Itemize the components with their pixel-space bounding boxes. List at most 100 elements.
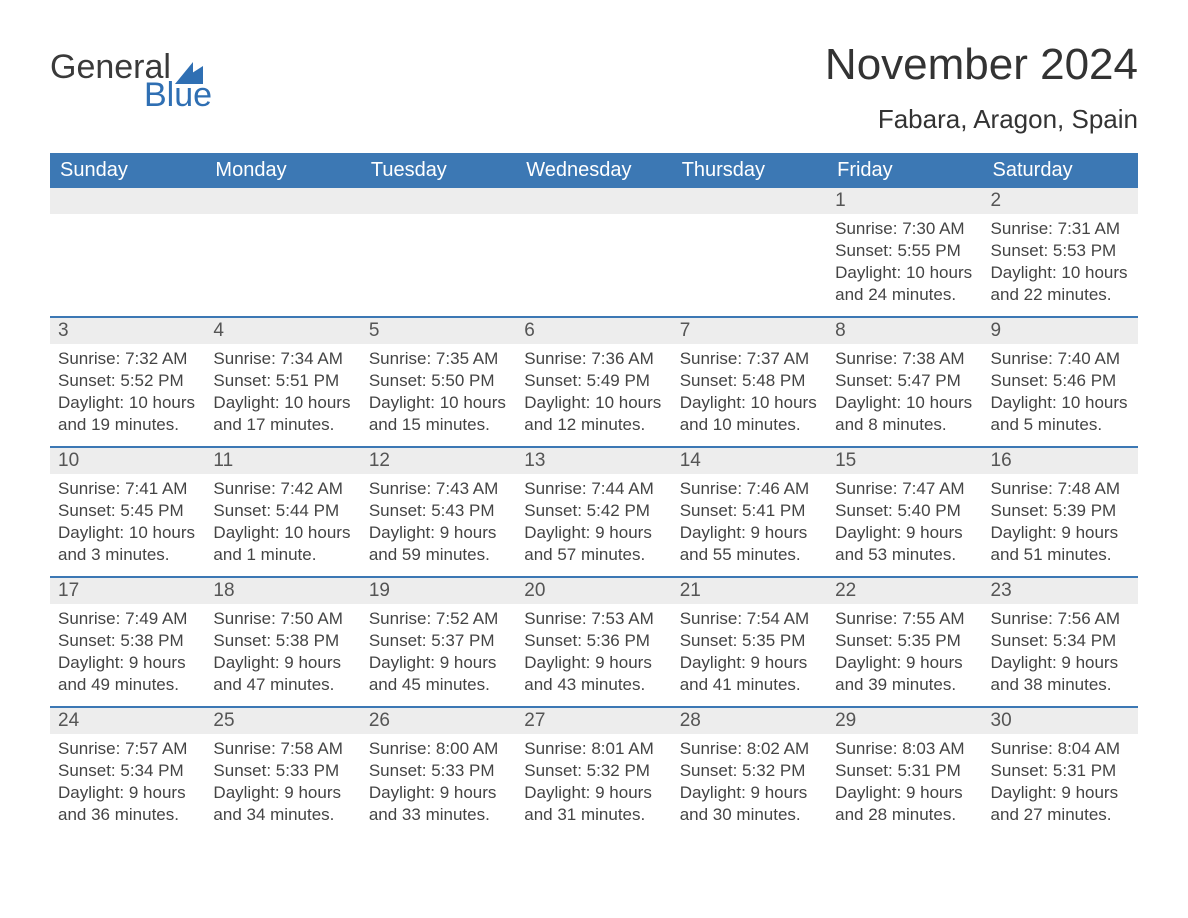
calendar-day-cell [50, 188, 205, 317]
sunrise-line: Sunrise: 7:38 AM [835, 348, 974, 370]
calendar-day-cell: 19Sunrise: 7:52 AMSunset: 5:37 PMDayligh… [361, 577, 516, 707]
daylight-line: Daylight: 9 hours and 53 minutes. [835, 522, 974, 566]
day-number: 5 [361, 318, 516, 344]
day-number: 7 [672, 318, 827, 344]
sunset-line: Sunset: 5:48 PM [680, 370, 819, 392]
calendar-day-cell: 1Sunrise: 7:30 AMSunset: 5:55 PMDaylight… [827, 188, 982, 317]
daylight-line: Daylight: 10 hours and 12 minutes. [524, 392, 663, 436]
day-details: Sunrise: 7:38 AMSunset: 5:47 PMDaylight:… [827, 344, 982, 444]
header: General Blue November 2024 Fabara, Arago… [50, 40, 1138, 135]
day-details: Sunrise: 7:48 AMSunset: 5:39 PMDaylight:… [983, 474, 1138, 574]
sunset-line: Sunset: 5:33 PM [213, 760, 352, 782]
daylight-line: Daylight: 9 hours and 55 minutes. [680, 522, 819, 566]
sunrise-line: Sunrise: 7:43 AM [369, 478, 508, 500]
daylight-line: Daylight: 9 hours and 31 minutes. [524, 782, 663, 826]
calendar-week-row: 24Sunrise: 7:57 AMSunset: 5:34 PMDayligh… [50, 707, 1138, 836]
day-details: Sunrise: 7:52 AMSunset: 5:37 PMDaylight:… [361, 604, 516, 704]
sunset-line: Sunset: 5:31 PM [991, 760, 1130, 782]
day-details: Sunrise: 7:47 AMSunset: 5:40 PMDaylight:… [827, 474, 982, 574]
day-number: 12 [361, 448, 516, 474]
sunrise-line: Sunrise: 7:37 AM [680, 348, 819, 370]
weekday-header: Saturday [983, 153, 1138, 188]
daylight-line: Daylight: 10 hours and 15 minutes. [369, 392, 508, 436]
sunset-line: Sunset: 5:45 PM [58, 500, 197, 522]
day-details: Sunrise: 7:58 AMSunset: 5:33 PMDaylight:… [205, 734, 360, 834]
daylight-line: Daylight: 9 hours and 36 minutes. [58, 782, 197, 826]
sunset-line: Sunset: 5:51 PM [213, 370, 352, 392]
day-number: 13 [516, 448, 671, 474]
day-number: 26 [361, 708, 516, 734]
calendar-day-cell: 5Sunrise: 7:35 AMSunset: 5:50 PMDaylight… [361, 317, 516, 447]
calendar-day-cell [205, 188, 360, 317]
location: Fabara, Aragon, Spain [825, 104, 1138, 135]
logo-top-row: General [50, 50, 203, 84]
calendar-page: General Blue November 2024 Fabara, Arago… [0, 0, 1188, 886]
sunset-line: Sunset: 5:46 PM [991, 370, 1130, 392]
sunrise-line: Sunrise: 7:40 AM [991, 348, 1130, 370]
logo: General Blue [50, 50, 212, 112]
daylight-line: Daylight: 9 hours and 59 minutes. [369, 522, 508, 566]
day-number: 9 [983, 318, 1138, 344]
weekday-header: Wednesday [516, 153, 671, 188]
calendar-day-cell: 3Sunrise: 7:32 AMSunset: 5:52 PMDaylight… [50, 317, 205, 447]
calendar-day-cell: 8Sunrise: 7:38 AMSunset: 5:47 PMDaylight… [827, 317, 982, 447]
calendar-day-cell: 26Sunrise: 8:00 AMSunset: 5:33 PMDayligh… [361, 707, 516, 836]
sunrise-line: Sunrise: 7:50 AM [213, 608, 352, 630]
day-details: Sunrise: 8:02 AMSunset: 5:32 PMDaylight:… [672, 734, 827, 834]
day-details: Sunrise: 7:41 AMSunset: 5:45 PMDaylight:… [50, 474, 205, 574]
daylight-line: Daylight: 10 hours and 3 minutes. [58, 522, 197, 566]
day-details: Sunrise: 7:44 AMSunset: 5:42 PMDaylight:… [516, 474, 671, 574]
day-number: 28 [672, 708, 827, 734]
sunrise-line: Sunrise: 7:58 AM [213, 738, 352, 760]
day-details: Sunrise: 8:03 AMSunset: 5:31 PMDaylight:… [827, 734, 982, 834]
day-number: 24 [50, 708, 205, 734]
day-number: 16 [983, 448, 1138, 474]
day-details: Sunrise: 8:01 AMSunset: 5:32 PMDaylight:… [516, 734, 671, 834]
sunrise-line: Sunrise: 7:56 AM [991, 608, 1130, 630]
calendar-body: 1Sunrise: 7:30 AMSunset: 5:55 PMDaylight… [50, 188, 1138, 836]
day-details: Sunrise: 7:57 AMSunset: 5:34 PMDaylight:… [50, 734, 205, 834]
daylight-line: Daylight: 10 hours and 22 minutes. [991, 262, 1130, 306]
sunrise-line: Sunrise: 7:34 AM [213, 348, 352, 370]
calendar-day-cell: 6Sunrise: 7:36 AMSunset: 5:49 PMDaylight… [516, 317, 671, 447]
sunrise-line: Sunrise: 7:46 AM [680, 478, 819, 500]
calendar-day-cell: 16Sunrise: 7:48 AMSunset: 5:39 PMDayligh… [983, 447, 1138, 577]
calendar-day-cell: 7Sunrise: 7:37 AMSunset: 5:48 PMDaylight… [672, 317, 827, 447]
sunset-line: Sunset: 5:38 PM [213, 630, 352, 652]
sunrise-line: Sunrise: 7:42 AM [213, 478, 352, 500]
calendar-day-cell: 29Sunrise: 8:03 AMSunset: 5:31 PMDayligh… [827, 707, 982, 836]
sunset-line: Sunset: 5:38 PM [58, 630, 197, 652]
daylight-line: Daylight: 10 hours and 24 minutes. [835, 262, 974, 306]
empty-day-header [361, 188, 516, 214]
sunrise-line: Sunrise: 7:47 AM [835, 478, 974, 500]
sunrise-line: Sunrise: 7:31 AM [991, 218, 1130, 240]
daylight-line: Daylight: 9 hours and 34 minutes. [213, 782, 352, 826]
sunset-line: Sunset: 5:37 PM [369, 630, 508, 652]
sunrise-line: Sunrise: 7:32 AM [58, 348, 197, 370]
day-details: Sunrise: 7:50 AMSunset: 5:38 PMDaylight:… [205, 604, 360, 704]
calendar-day-cell: 4Sunrise: 7:34 AMSunset: 5:51 PMDaylight… [205, 317, 360, 447]
calendar-week-row: 17Sunrise: 7:49 AMSunset: 5:38 PMDayligh… [50, 577, 1138, 707]
sunrise-line: Sunrise: 7:57 AM [58, 738, 197, 760]
day-number: 18 [205, 578, 360, 604]
sunrise-line: Sunrise: 7:30 AM [835, 218, 974, 240]
daylight-line: Daylight: 9 hours and 49 minutes. [58, 652, 197, 696]
calendar-day-cell: 21Sunrise: 7:54 AMSunset: 5:35 PMDayligh… [672, 577, 827, 707]
sunrise-line: Sunrise: 7:35 AM [369, 348, 508, 370]
daylight-line: Daylight: 10 hours and 8 minutes. [835, 392, 974, 436]
day-number: 22 [827, 578, 982, 604]
sunset-line: Sunset: 5:34 PM [58, 760, 197, 782]
sunrise-line: Sunrise: 7:55 AM [835, 608, 974, 630]
calendar-day-cell [516, 188, 671, 317]
calendar-week-row: 1Sunrise: 7:30 AMSunset: 5:55 PMDaylight… [50, 188, 1138, 317]
sunrise-line: Sunrise: 8:04 AM [991, 738, 1130, 760]
day-number: 1 [827, 188, 982, 214]
daylight-line: Daylight: 9 hours and 27 minutes. [991, 782, 1130, 826]
day-details: Sunrise: 7:56 AMSunset: 5:34 PMDaylight:… [983, 604, 1138, 704]
daylight-line: Daylight: 9 hours and 41 minutes. [680, 652, 819, 696]
weekday-header: Friday [827, 153, 982, 188]
sunset-line: Sunset: 5:52 PM [58, 370, 197, 392]
sunrise-line: Sunrise: 7:41 AM [58, 478, 197, 500]
day-number: 3 [50, 318, 205, 344]
daylight-line: Daylight: 9 hours and 30 minutes. [680, 782, 819, 826]
